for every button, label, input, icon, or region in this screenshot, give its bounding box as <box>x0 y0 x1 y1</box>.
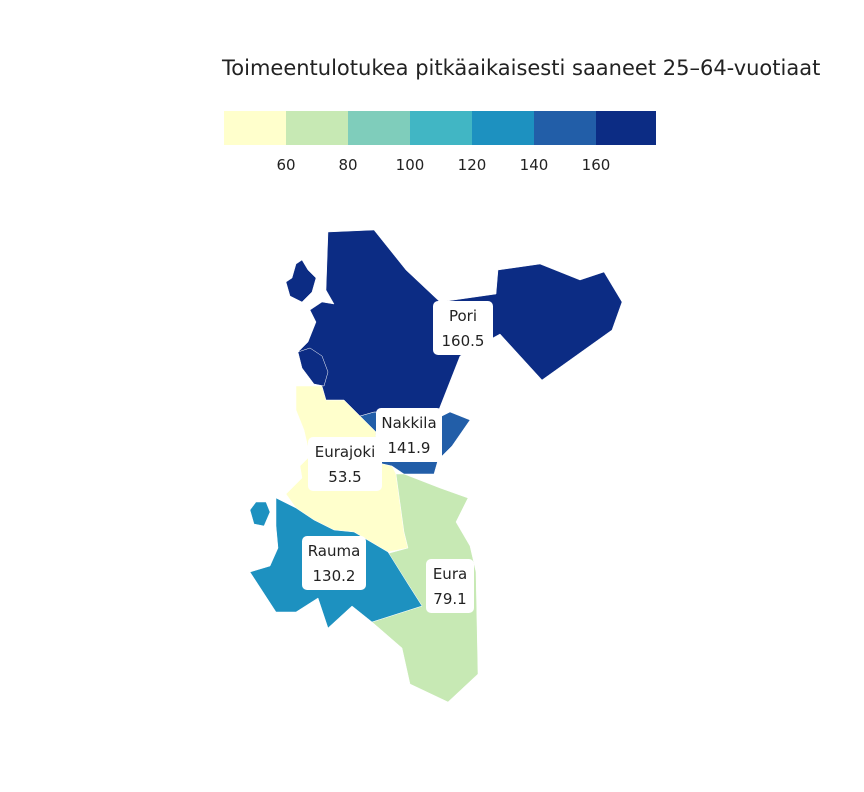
label-value-eura: 79.1 <box>433 590 466 608</box>
label-value-rauma: 130.2 <box>313 567 356 585</box>
label-name-eurajoki: Eurajoki <box>315 443 376 461</box>
label-pori: Pori 160.5 <box>433 301 493 355</box>
region-pori-island-a[interactable] <box>285 259 317 303</box>
label-box-rauma <box>302 536 366 590</box>
legend-swatch-2 <box>348 111 410 145</box>
legend-tick-2: 100 <box>396 156 425 174</box>
legend-swatch-4 <box>472 111 534 145</box>
legend-tick-4: 140 <box>520 156 549 174</box>
label-box-eurajoki <box>308 437 382 491</box>
label-nakkila: Nakkila 141.9 <box>376 408 442 462</box>
label-value-eurajoki: 53.5 <box>328 468 361 486</box>
color-legend: 60 80 100 120 140 160 <box>224 111 656 174</box>
map-title: Toimeentulotukea pitkäaikaisesti saaneet… <box>222 56 821 80</box>
legend-swatch-6 <box>596 111 656 145</box>
region-labels: Pori 160.5 Nakkila 141.9 Eurajoki 53.5 R… <box>302 301 493 613</box>
region-rauma-island[interactable] <box>249 501 271 527</box>
label-box-nakkila <box>376 408 442 462</box>
legend-swatch-0 <box>224 111 286 145</box>
region-pori-island-b[interactable] <box>297 347 329 387</box>
label-rauma: Rauma 130.2 <box>302 536 366 590</box>
label-name-eura: Eura <box>433 565 467 583</box>
label-value-pori: 160.5 <box>442 332 485 350</box>
label-name-rauma: Rauma <box>308 542 361 560</box>
label-name-pori: Pori <box>449 307 477 325</box>
label-eura: Eura 79.1 <box>426 559 474 613</box>
legend-tick-0: 60 <box>276 156 295 174</box>
region-eura[interactable] <box>371 473 479 703</box>
label-box-pori <box>433 301 493 355</box>
legend-swatch-3 <box>410 111 472 145</box>
legend-swatch-1 <box>286 111 348 145</box>
label-value-nakkila: 141.9 <box>388 439 431 457</box>
legend-tick-5: 160 <box>582 156 611 174</box>
label-name-nakkila: Nakkila <box>381 414 436 432</box>
legend-tick-3: 120 <box>458 156 487 174</box>
label-box-eura <box>426 559 474 613</box>
map-regions <box>249 229 623 703</box>
legend-swatch-5 <box>534 111 596 145</box>
label-eurajoki: Eurajoki 53.5 <box>308 437 382 491</box>
legend-tick-1: 80 <box>338 156 357 174</box>
